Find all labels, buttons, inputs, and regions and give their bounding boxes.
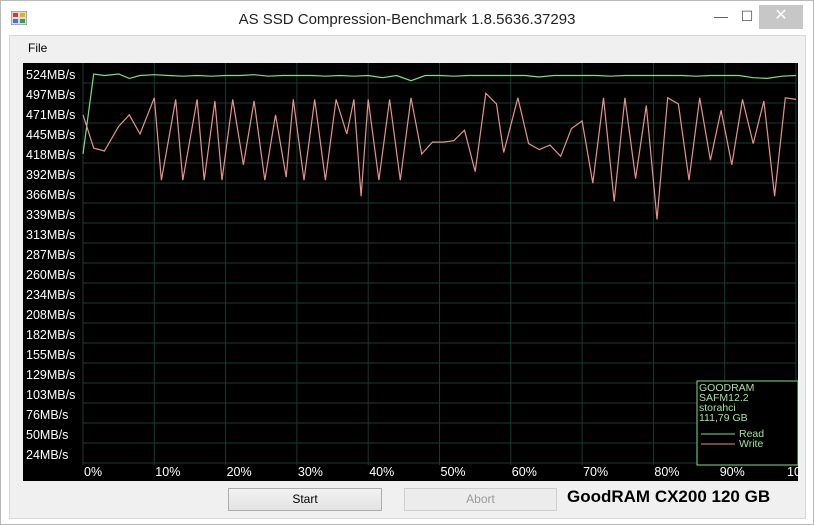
legend-write-label: Write xyxy=(739,438,763,450)
series-line-read xyxy=(82,73,797,155)
legend-device-line: 111,79 GB xyxy=(699,412,748,424)
chart-canvas: 524MB/s 497MB/s 471MB/s 445MB/s 418MB/s 392MB… xyxy=(26,63,798,479)
y-tick-label: 50MB/s xyxy=(26,428,68,442)
y-tick-label: 445MB/s xyxy=(26,128,75,142)
x-tick-label: 20% xyxy=(227,465,252,479)
window-title: AS SSD Compression-Benchmark 1.8.5636.37… xyxy=(238,11,576,28)
y-tick-label: 103MB/s xyxy=(26,388,75,402)
legend-device-line: SAFM12.2 xyxy=(699,392,749,404)
menu-file[interactable]: File xyxy=(28,41,48,55)
y-tick-label: 524MB/s xyxy=(26,68,75,82)
legend-read-label: Read xyxy=(739,428,764,440)
y-tick-label: 392MB/s xyxy=(26,168,75,182)
maximize-button[interactable]: ☐ xyxy=(740,8,754,24)
close-button[interactable]: ✕ xyxy=(759,5,803,29)
title-bar[interactable]: AS SSD Compression-Benchmark 1.8.5636.37… xyxy=(1,1,813,35)
x-tick-label: 90% xyxy=(720,465,745,479)
y-tick-label: 471MB/s xyxy=(26,108,75,122)
x-tick-label: 30% xyxy=(298,465,323,479)
series-line-write xyxy=(82,92,797,220)
y-tick-label: 287MB/s xyxy=(26,248,75,262)
y-tick-label: 339MB/s xyxy=(26,208,75,222)
y-tick-label: 24MB/s xyxy=(26,448,68,462)
y-tick-label: 260MB/s xyxy=(26,268,75,282)
x-tick-label: 50% xyxy=(441,465,466,479)
y-tick-label: 366MB/s xyxy=(26,188,75,202)
app-icon xyxy=(11,11,27,25)
y-tick-label: 182MB/s xyxy=(26,328,75,342)
legend-device-line: GOODRAM xyxy=(699,382,754,394)
x-tick-label: 10% xyxy=(155,465,180,479)
y-tick-label: 129MB/s xyxy=(26,368,75,382)
x-tick-label: 80% xyxy=(654,465,679,479)
y-tick-label: 208MB/s xyxy=(26,308,75,322)
legend-box xyxy=(696,380,798,466)
y-tick-label: 418MB/s xyxy=(26,148,75,162)
minimize-button[interactable]: — xyxy=(714,8,728,24)
x-tick-label: 40% xyxy=(369,465,394,479)
y-tick-label: 234MB/s xyxy=(26,288,75,302)
y-tick-label: 76MB/s xyxy=(26,408,68,422)
drive-label: GoodRAM CX200 120 GB xyxy=(567,487,771,506)
x-tick-label: 70% xyxy=(583,465,608,479)
y-tick-label: 155MB/s xyxy=(26,348,75,362)
y-tick-label: 497MB/s xyxy=(26,88,75,102)
x-tick-label: 0% xyxy=(84,465,102,479)
x-tick-label: 100% xyxy=(787,465,798,479)
y-tick-label: 313MB/s xyxy=(26,228,75,242)
abort-button[interactable]: Abort xyxy=(404,488,557,511)
menu-bar: File xyxy=(10,36,805,60)
x-tick-label: 60% xyxy=(512,465,537,479)
legend-device-line: storahci xyxy=(699,402,736,414)
compression-chart: 524MB/s 497MB/s 471MB/s 445MB/s 418MB/s 392MB… xyxy=(23,63,798,481)
start-button[interactable]: Start xyxy=(228,488,382,511)
